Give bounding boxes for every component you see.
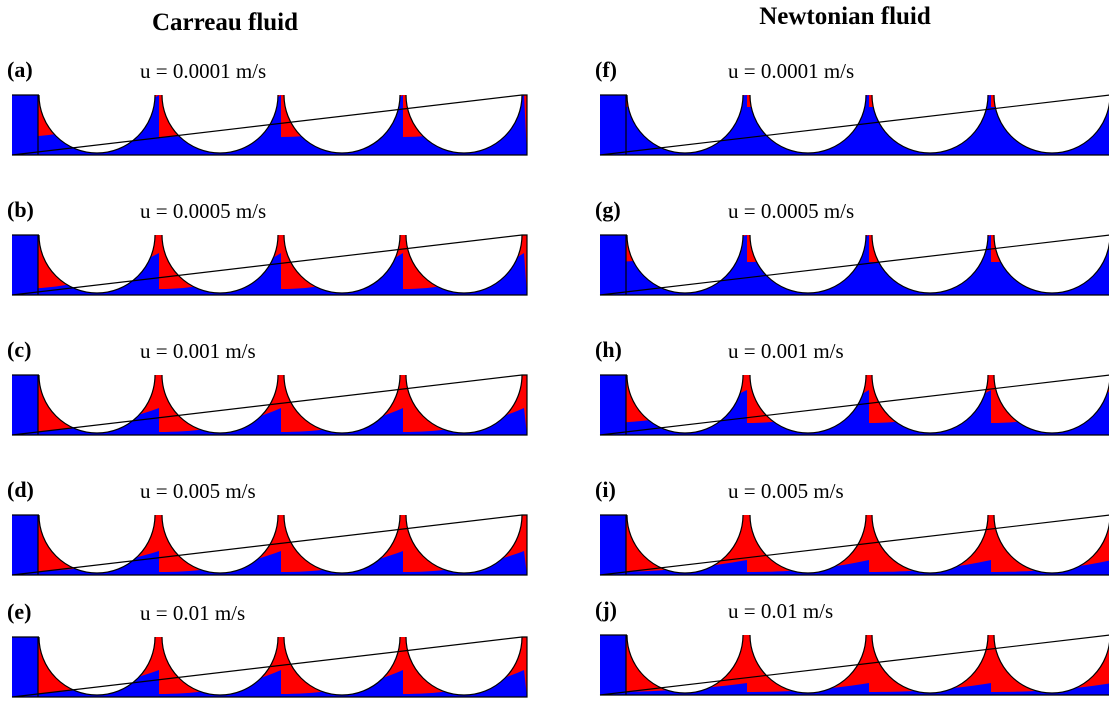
panel-label: (h) bbox=[595, 337, 622, 362]
panel bbox=[600, 235, 1109, 295]
panel-label: (b) bbox=[7, 197, 34, 222]
cavity bbox=[161, 637, 279, 696]
inlet-block bbox=[12, 637, 38, 697]
inlet-block bbox=[12, 235, 38, 295]
cavity bbox=[283, 235, 401, 294]
cavity bbox=[749, 95, 867, 154]
outline bbox=[11, 94, 528, 156]
cavity bbox=[283, 375, 401, 434]
cavity bbox=[871, 515, 989, 574]
cavity bbox=[871, 635, 989, 694]
cavity bbox=[283, 95, 401, 154]
velocity-caption: u = 0.0005 m/s bbox=[728, 199, 854, 223]
cavity bbox=[161, 375, 279, 434]
cavity bbox=[626, 95, 744, 154]
cavity bbox=[993, 375, 1109, 434]
cavity bbox=[38, 95, 156, 154]
outline bbox=[11, 514, 528, 576]
cavity bbox=[749, 635, 867, 694]
velocity-caption: u = 0.001 m/s bbox=[140, 339, 256, 363]
inlet-block bbox=[600, 235, 626, 295]
inlet-block bbox=[12, 375, 38, 435]
column-title: Carreau fluid bbox=[152, 9, 298, 36]
column-title: Newtonian fluid bbox=[759, 3, 931, 30]
cavity bbox=[38, 235, 156, 294]
outline bbox=[11, 636, 528, 698]
cavity bbox=[161, 515, 279, 574]
blue-phase bbox=[600, 683, 1109, 695]
velocity-caption: u = 0.005 m/s bbox=[140, 479, 256, 503]
inlet-block bbox=[600, 95, 626, 155]
blue-phase bbox=[600, 560, 1109, 575]
cavity bbox=[626, 635, 744, 694]
panel-label: (g) bbox=[595, 197, 621, 222]
cavity bbox=[161, 235, 279, 294]
panel-label: (i) bbox=[595, 477, 616, 502]
cavity bbox=[871, 95, 989, 154]
panel-label: (a) bbox=[7, 57, 33, 82]
blue-phase bbox=[12, 670, 527, 697]
cavity bbox=[749, 375, 867, 434]
cavity bbox=[283, 515, 401, 574]
panel bbox=[600, 635, 1109, 695]
panel-label: (j) bbox=[595, 597, 617, 622]
cavity bbox=[405, 375, 523, 434]
inlet-block bbox=[600, 375, 626, 435]
panel-label: (f) bbox=[595, 57, 617, 82]
outline bbox=[599, 514, 1109, 576]
cavity bbox=[405, 95, 523, 154]
outline bbox=[599, 234, 1109, 296]
cavity bbox=[405, 235, 523, 294]
cavity bbox=[405, 515, 523, 574]
panel bbox=[600, 375, 1109, 435]
velocity-caption: u = 0.0001 m/s bbox=[140, 59, 266, 83]
panel-label: (c) bbox=[7, 337, 31, 362]
inlet-block bbox=[12, 95, 38, 155]
panel bbox=[12, 235, 527, 295]
panel-label: (d) bbox=[7, 477, 34, 502]
cavity bbox=[283, 637, 401, 696]
outline bbox=[11, 374, 528, 436]
cavity bbox=[993, 95, 1109, 154]
panel-label: (e) bbox=[7, 599, 31, 624]
outline bbox=[599, 634, 1109, 696]
inlet-block bbox=[12, 515, 38, 575]
cavity bbox=[161, 95, 279, 154]
cavity bbox=[749, 235, 867, 294]
cavity bbox=[871, 235, 989, 294]
cavity bbox=[993, 515, 1109, 574]
blue-phase bbox=[12, 408, 527, 435]
panel bbox=[12, 637, 527, 697]
blue-phase bbox=[12, 551, 527, 575]
cavity bbox=[993, 635, 1109, 694]
cavity bbox=[626, 235, 744, 294]
cavity bbox=[626, 515, 744, 574]
inlet-block bbox=[600, 515, 626, 575]
velocity-caption: u = 0.0001 m/s bbox=[728, 59, 854, 83]
panel bbox=[600, 95, 1109, 155]
cavity bbox=[626, 375, 744, 434]
velocity-caption: u = 0.005 m/s bbox=[728, 479, 844, 503]
velocity-caption: u = 0.01 m/s bbox=[140, 601, 245, 625]
cavity bbox=[38, 375, 156, 434]
inlet-block bbox=[600, 635, 626, 695]
cavity bbox=[871, 375, 989, 434]
cavity bbox=[749, 515, 867, 574]
cavity bbox=[405, 637, 523, 696]
velocity-caption: u = 0.001 m/s bbox=[728, 339, 844, 363]
cavity bbox=[38, 637, 156, 696]
cavity bbox=[38, 515, 156, 574]
outline bbox=[599, 374, 1109, 436]
panel bbox=[600, 515, 1109, 575]
cavity bbox=[993, 235, 1109, 294]
velocity-caption: u = 0.0005 m/s bbox=[140, 199, 266, 223]
panel bbox=[12, 95, 527, 155]
panel bbox=[12, 515, 527, 575]
velocity-caption: u = 0.01 m/s bbox=[728, 599, 833, 623]
panel bbox=[12, 375, 527, 435]
outline bbox=[599, 94, 1109, 156]
outline bbox=[11, 234, 528, 296]
